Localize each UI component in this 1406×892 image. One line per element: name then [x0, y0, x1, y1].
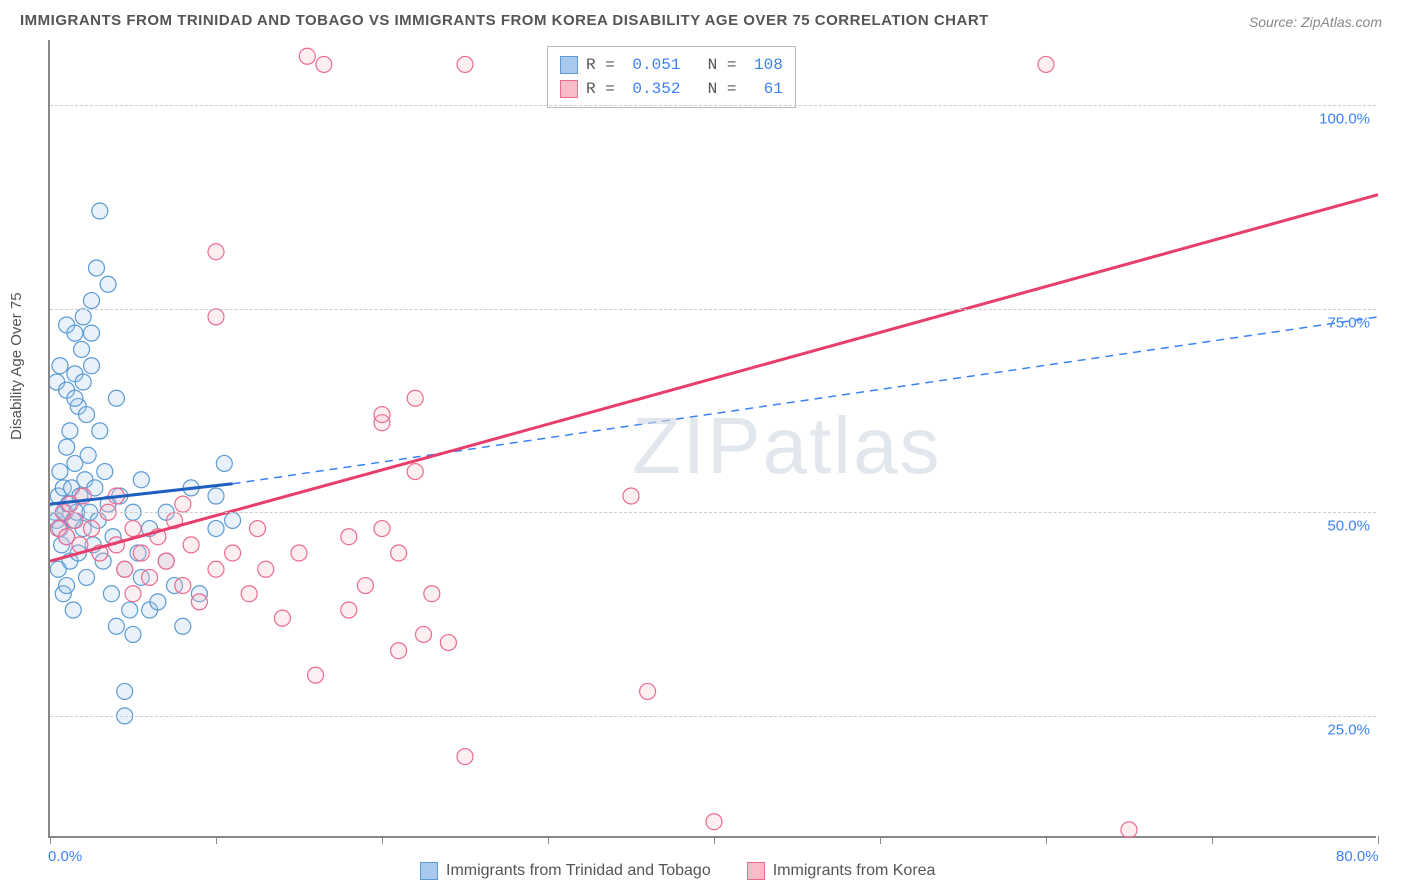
x-tick	[880, 836, 881, 844]
x-tick	[1212, 836, 1213, 844]
y-tick-label: 75.0%	[1327, 314, 1370, 331]
x-tick	[382, 836, 383, 844]
legend-item: Immigrants from Trinidad and Tobago	[420, 862, 711, 880]
scatter-chart	[50, 40, 1378, 838]
x-tick	[50, 836, 51, 844]
legend-label: Immigrants from Korea	[773, 862, 936, 880]
legend: Immigrants from Trinidad and Tobago Immig…	[420, 862, 935, 880]
legend-item: Immigrants from Korea	[747, 862, 936, 880]
legend-label: Immigrants from Trinidad and Tobago	[446, 862, 711, 880]
stat-n-value: 61	[754, 77, 783, 101]
stat-n-label: N =	[688, 53, 746, 77]
y-tick-label: 100.0%	[1319, 111, 1370, 128]
y-tick-label: 25.0%	[1327, 721, 1370, 738]
x-tick	[216, 836, 217, 844]
gridline	[50, 716, 1376, 717]
chart-title: IMMIGRANTS FROM TRINIDAD AND TOBAGO VS I…	[20, 12, 989, 29]
y-axis-label: Disability Age Over 75	[8, 292, 25, 440]
y-tick-label: 50.0%	[1327, 518, 1370, 535]
legend-swatch	[560, 56, 578, 74]
x-tick	[1378, 836, 1379, 844]
legend-swatch	[560, 80, 578, 98]
legend-swatch	[747, 862, 765, 880]
gridline	[50, 105, 1376, 106]
source-label: Source: ZipAtlas.com	[1249, 14, 1382, 30]
stat-r-value: 0.051	[632, 53, 680, 77]
x-tick	[548, 836, 549, 844]
stats-row: R = 0.051 N = 108	[560, 53, 783, 77]
x-tick-label: 80.0%	[1336, 848, 1379, 865]
x-tick	[714, 836, 715, 844]
x-tick	[1046, 836, 1047, 844]
stat-r-value: 0.352	[632, 77, 680, 101]
gridline	[50, 512, 1376, 513]
stats-row: R = 0.352 N = 61	[560, 77, 783, 101]
gridline	[50, 309, 1376, 310]
stat-r-label: R =	[586, 77, 624, 101]
plot-area: ZIPatlas R = 0.051 N = 108R = 0.352 N = …	[48, 40, 1376, 838]
stat-n-label: N =	[688, 77, 746, 101]
x-tick-label: 0.0%	[48, 848, 82, 865]
correlation-stats-box: R = 0.051 N = 108R = 0.352 N = 61	[547, 46, 796, 108]
stat-r-label: R =	[586, 53, 624, 77]
stat-n-value: 108	[754, 53, 783, 77]
legend-swatch	[420, 862, 438, 880]
